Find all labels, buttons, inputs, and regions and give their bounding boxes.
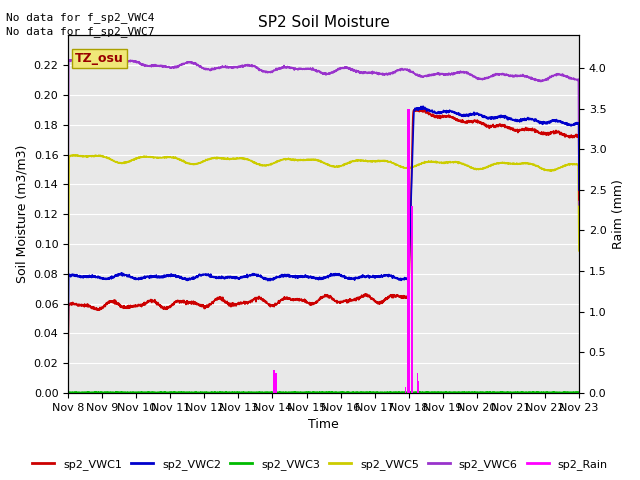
Legend: sp2_VWC1, sp2_VWC2, sp2_VWC3, sp2_VWC5, sp2_VWC6, sp2_Rain: sp2_VWC1, sp2_VWC2, sp2_VWC3, sp2_VWC5, … bbox=[28, 455, 612, 474]
Title: SP2 Soil Moisture: SP2 Soil Moisture bbox=[258, 15, 390, 30]
Text: No data for f_sp2_VWC4: No data for f_sp2_VWC4 bbox=[6, 12, 155, 23]
Y-axis label: Soil Moisture (m3/m3): Soil Moisture (m3/m3) bbox=[15, 145, 28, 283]
X-axis label: Time: Time bbox=[308, 419, 339, 432]
Text: No data for f_sp2_VWC7: No data for f_sp2_VWC7 bbox=[6, 26, 155, 37]
Text: TZ_osu: TZ_osu bbox=[75, 52, 124, 65]
Y-axis label: Raim (mm): Raim (mm) bbox=[612, 180, 625, 249]
